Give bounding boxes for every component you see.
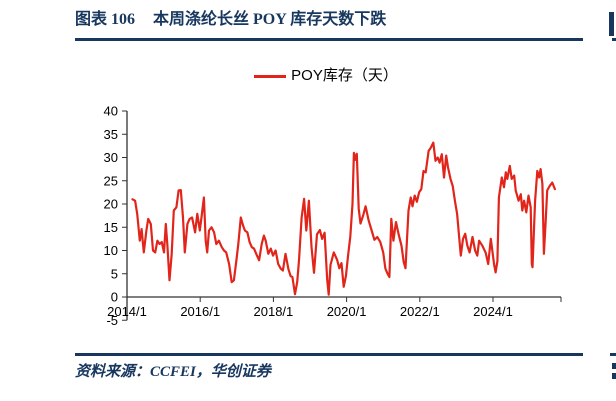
figure-caption: 图表 106 本周涤纶长丝 POY 库存天数下跌 xyxy=(75,10,595,30)
poy-inventory-chart: POY库存（天） 40 35 30 25 20 15 10 5 0 -5 2014/1 2016/1 2… xyxy=(0,46,616,346)
y-tick-label: 35 xyxy=(104,127,118,142)
adjacent-figure-underline-sliver xyxy=(612,38,616,41)
adjacent-figure-rule-sliver xyxy=(610,353,616,356)
figure-title: 本周涤纶长丝 POY 库存天数下跌 xyxy=(153,11,387,28)
y-tick-label: 5 xyxy=(111,266,118,281)
legend-line-icon xyxy=(254,74,287,78)
y-tick-label: 10 xyxy=(104,243,118,258)
y-tick-label: -5 xyxy=(106,313,118,328)
source-line: 资料来源：CCFEI，华创证券 xyxy=(75,364,271,380)
adjacent-figure-title-sliver xyxy=(609,12,614,36)
x-tick-label: 2024/1 xyxy=(473,304,513,319)
y-tick-label: 25 xyxy=(104,173,118,188)
y-tick-label: 20 xyxy=(104,197,118,212)
caption-underline xyxy=(75,38,583,41)
figure-number: 图表 106 xyxy=(75,11,136,28)
y-tick-label: 15 xyxy=(104,220,118,235)
y-tick-label: 0 xyxy=(111,290,118,305)
x-tick-label: 2022/1 xyxy=(400,304,440,319)
series-line-poy-inventory xyxy=(131,141,557,296)
bottom-rule xyxy=(75,353,583,356)
adjacent-figure-source-sliver xyxy=(612,363,616,369)
x-tick-label: 2014/1 xyxy=(107,304,147,319)
x-tick-label: 2018/1 xyxy=(254,304,294,319)
x-tick-label: 2020/1 xyxy=(327,304,367,319)
y-tick-label: 30 xyxy=(104,150,118,165)
chart-legend: POY库存（天） xyxy=(109,68,543,84)
y-tick-label: 40 xyxy=(104,104,118,119)
adjacent-figure-source-sliver xyxy=(612,373,616,379)
legend-label: POY库存（天） xyxy=(291,67,398,84)
x-tick-label: 2016/1 xyxy=(180,304,220,319)
